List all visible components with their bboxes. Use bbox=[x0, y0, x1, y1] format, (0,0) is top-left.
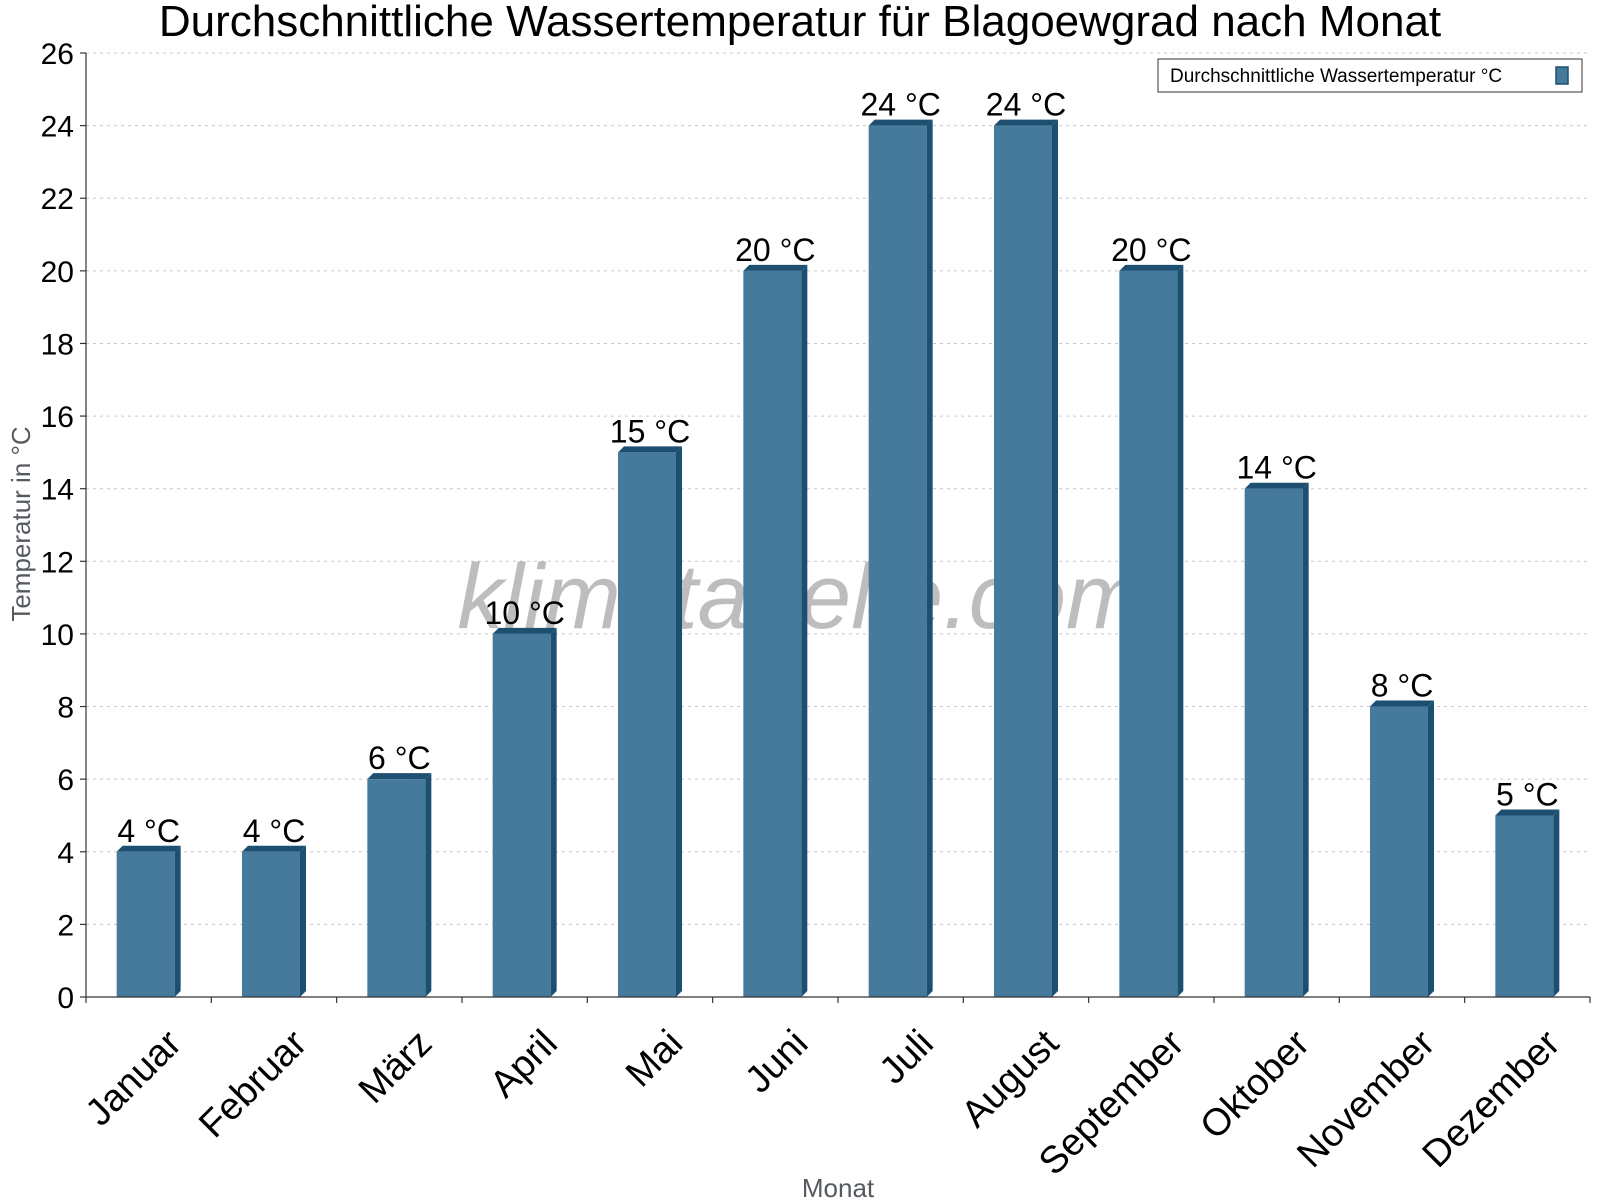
y-tick-label: 14 bbox=[41, 474, 74, 507]
bar-side bbox=[300, 845, 306, 997]
y-tick-label: 18 bbox=[41, 328, 74, 361]
x-tick-label: Dezember bbox=[1415, 1022, 1569, 1176]
bar bbox=[116, 845, 181, 997]
y-tick-label: 10 bbox=[41, 619, 74, 652]
data-label: 24 °C bbox=[860, 87, 940, 123]
bar-top bbox=[1495, 809, 1560, 816]
bar bbox=[367, 773, 432, 997]
x-axis-title: Monat bbox=[802, 1173, 875, 1200]
bars bbox=[116, 119, 1560, 998]
legend-label: Durchschnittliche Wassertemperatur °C bbox=[1170, 66, 1502, 87]
bar bbox=[1370, 700, 1434, 997]
x-tick-label: Mai bbox=[618, 1022, 691, 1095]
data-label: 20 °C bbox=[735, 232, 815, 268]
bar bbox=[743, 264, 808, 997]
bar bbox=[618, 446, 682, 997]
bar-side bbox=[926, 119, 933, 998]
bar-side bbox=[550, 627, 557, 997]
bar-top bbox=[618, 446, 682, 453]
x-axis-ticks: Januar Februar März April Mai Juni Juli AugustS… bbox=[78, 997, 1591, 1183]
y-tick-label: 16 bbox=[41, 401, 74, 434]
data-labels: 4 °C 4 °C 6 °C 10 °C 15 °C 20 °C 24 °C 24 °C 20 … bbox=[117, 87, 1558, 849]
y-tick-label: 4 bbox=[57, 837, 74, 870]
bar bbox=[1495, 809, 1560, 997]
y-tick-label: 2 bbox=[57, 909, 74, 942]
bar-top bbox=[1119, 264, 1184, 271]
data-label: 6 °C bbox=[368, 740, 431, 776]
bar bbox=[1244, 482, 1309, 997]
bar-front bbox=[367, 779, 426, 997]
y-tick-label: 6 bbox=[57, 764, 74, 797]
bar-side bbox=[1177, 264, 1184, 997]
y-tick-label: 0 bbox=[57, 982, 74, 1015]
legend-box bbox=[1157, 58, 1583, 93]
bar-side bbox=[1302, 482, 1309, 997]
x-tick-label: Januar bbox=[78, 1022, 190, 1134]
x-tick-label: Juli bbox=[872, 1022, 942, 1092]
bar-front bbox=[1244, 488, 1303, 997]
x-tick-label: Juni bbox=[737, 1022, 816, 1101]
bar-top bbox=[994, 119, 1058, 126]
axes bbox=[85, 53, 1590, 998]
data-label: 8 °C bbox=[1371, 668, 1434, 704]
data-label: 14 °C bbox=[1236, 450, 1316, 486]
bar-side bbox=[1553, 809, 1560, 997]
y-tick-label: 24 bbox=[41, 111, 74, 144]
y-tick-label: 22 bbox=[41, 183, 74, 216]
x-tick-label: Februar bbox=[191, 1022, 315, 1146]
data-label: 10 °C bbox=[484, 595, 564, 631]
bar-top bbox=[116, 845, 181, 852]
bar-side bbox=[425, 773, 432, 997]
data-label: 24 °C bbox=[986, 87, 1066, 123]
x-tick-label: Oktober bbox=[1192, 1022, 1318, 1148]
bar-top bbox=[492, 627, 557, 634]
bar-front bbox=[618, 452, 676, 997]
bar-side bbox=[174, 845, 181, 997]
bar-front bbox=[492, 633, 551, 997]
bar bbox=[242, 845, 306, 997]
bar-front bbox=[242, 851, 300, 997]
bar-side bbox=[1052, 119, 1058, 998]
y-tick-label: 12 bbox=[41, 546, 74, 579]
bar-front bbox=[994, 125, 1052, 998]
data-label: 20 °C bbox=[1111, 232, 1191, 268]
bar-side bbox=[801, 264, 808, 997]
chart-title: Durchschnittliche Wassertemperatur für B… bbox=[159, 0, 1441, 46]
data-label: 5 °C bbox=[1496, 776, 1559, 812]
bar-top bbox=[868, 119, 933, 126]
x-tick-label: April bbox=[482, 1022, 565, 1105]
bar-top bbox=[1370, 700, 1434, 707]
bar bbox=[1119, 264, 1184, 997]
bar-side bbox=[1428, 700, 1434, 997]
bar-top bbox=[1244, 482, 1309, 489]
bar-front bbox=[1495, 815, 1554, 997]
bar-front bbox=[743, 270, 802, 997]
legend-swatch bbox=[1555, 66, 1569, 85]
y-tick-label: 20 bbox=[41, 256, 74, 289]
y-axis-title: Temperatur in °C bbox=[6, 426, 36, 621]
bar-top bbox=[743, 264, 808, 271]
data-label: 4 °C bbox=[117, 813, 180, 849]
data-label: 4 °C bbox=[243, 813, 306, 849]
bar-front bbox=[1119, 270, 1178, 997]
y-tick-label: 8 bbox=[57, 692, 74, 725]
bar bbox=[492, 627, 557, 997]
bar-front bbox=[116, 851, 175, 997]
data-label: 15 °C bbox=[610, 413, 690, 449]
bar-front bbox=[868, 125, 927, 998]
legend: Durchschnittliche Wassertemperatur °C bbox=[1157, 58, 1583, 93]
y-tick-label: 26 bbox=[41, 38, 74, 71]
x-tick-label: August bbox=[954, 1022, 1068, 1136]
bar-top bbox=[367, 773, 432, 780]
x-tick-label: März bbox=[351, 1022, 440, 1111]
bar-top bbox=[242, 845, 306, 852]
grid-lines bbox=[86, 52, 1590, 925]
bar bbox=[994, 119, 1058, 998]
bar-front bbox=[1370, 706, 1428, 997]
bar bbox=[868, 119, 933, 998]
bar-side bbox=[676, 446, 682, 997]
